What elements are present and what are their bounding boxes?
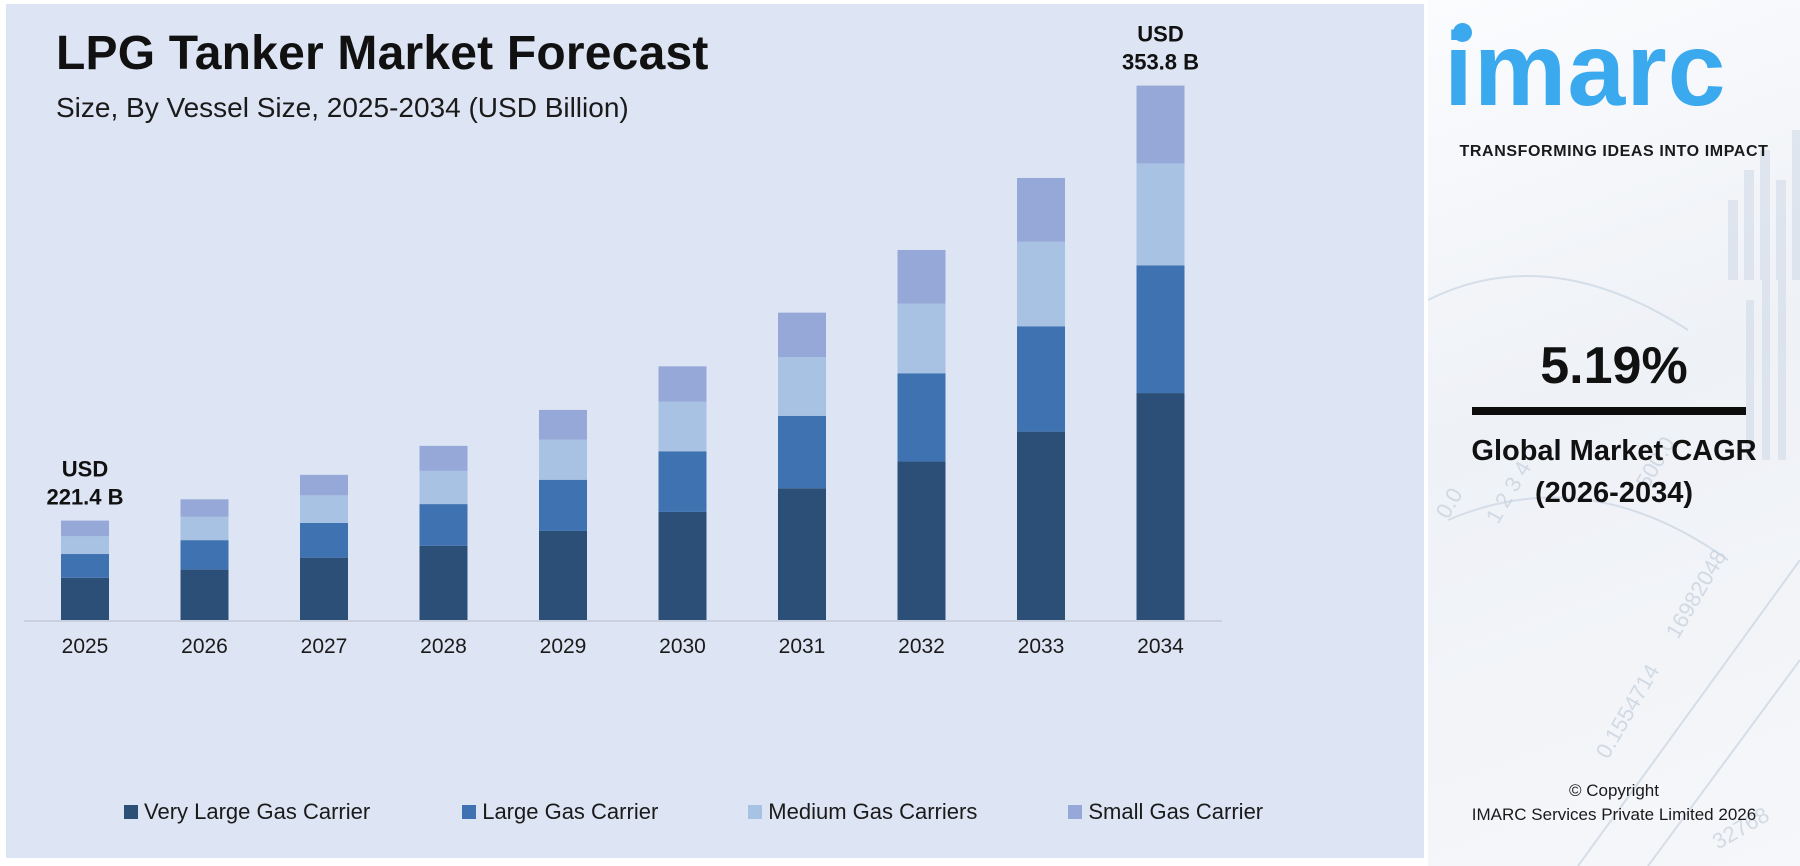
cagr-value: 5.19%: [1540, 337, 1688, 395]
bar-segment: [419, 504, 468, 546]
bar-segment: [180, 569, 229, 620]
bar-segment: [539, 439, 587, 480]
side-panel: 500.0 0.0 1 2 3 4 16982048 0.1554714 327…: [1428, 0, 1800, 866]
legend-label: Small Gas Carrier: [1088, 799, 1264, 824]
cagr-label: Global Market CAGR (2026-2034): [1428, 430, 1800, 514]
bar-segment: [61, 577, 109, 620]
x-tick-label: 2030: [659, 635, 706, 658]
x-tick-label: 2031: [779, 635, 826, 658]
bar-segment: [1017, 241, 1065, 327]
svg-text:0.1554714: 0.1554714: [1591, 660, 1665, 763]
legend-swatch: [748, 805, 763, 819]
bar-segment: [180, 516, 229, 541]
data-label: USD: [1137, 22, 1183, 47]
legend-label: Medium Gas Carriers: [768, 799, 978, 824]
stacked-bar-chart: 2025 2026 2027 2028 2029 2030 2031 2032 2033 2034…: [24, 22, 1222, 658]
bar-segment: [180, 540, 229, 570]
chart-legend: Very Large Gas Carrier Large Gas Carrier M…: [124, 797, 1263, 827]
bar-segment: [1136, 265, 1185, 394]
legend-item: Very Large Gas Carrier: [124, 799, 370, 825]
bar-segment: [897, 461, 946, 620]
bar-segment: [61, 520, 109, 537]
bar-segment: [1017, 177, 1065, 242]
x-tick-label: 2025: [62, 635, 109, 658]
bar-segment: [658, 401, 707, 452]
legend-item: Small Gas Carrier: [1068, 799, 1263, 825]
legend-item: Large Gas Carrier: [462, 799, 658, 825]
bar-segment: [300, 495, 348, 523]
cagr-label-line1: Global Market CAGR: [1471, 435, 1757, 467]
bar-segment: [1017, 326, 1065, 432]
bar-segment: [897, 303, 946, 374]
bar-segment: [300, 557, 348, 620]
cagr-divider: [1472, 407, 1746, 415]
legend-label: Very Large Gas Carrier: [144, 799, 371, 824]
chart-subtitle: Size, By Vessel Size, 2025-2034 (USD Bil…: [56, 92, 629, 123]
imarc-logo: imarc: [1444, 12, 1727, 128]
bar-segment: [658, 511, 707, 620]
bar-segment: [300, 474, 348, 496]
legend-swatch: [124, 805, 138, 819]
x-tick-label: 2027: [301, 635, 348, 658]
bar-segment: [778, 488, 826, 620]
bar-segment: [897, 249, 946, 304]
x-tick-label: 2034: [1137, 635, 1184, 658]
legend-item: Medium Gas Carriers: [748, 799, 977, 825]
chart-panel: LPG Tanker Market Forecast Size, By Vess…: [6, 4, 1424, 858]
bar-segment: [419, 445, 468, 471]
bar-segment: [658, 451, 707, 512]
bar-segment: [61, 536, 109, 555]
x-tick-label: 2029: [540, 635, 587, 658]
copyright-line1: © Copyright: [1568, 781, 1659, 800]
svg-text:16982048: 16982048: [1661, 545, 1732, 642]
bar-segment: [1017, 431, 1065, 620]
bar-segment: [778, 415, 826, 489]
data-label: USD: [62, 457, 108, 482]
x-tick-label: 2028: [420, 635, 467, 658]
x-tick-label: 2026: [181, 635, 228, 658]
bar-segment: [539, 479, 587, 531]
bar-segment: [419, 470, 468, 505]
logo-tagline: TRANSFORMING IDEAS INTO IMPACT: [1459, 143, 1769, 160]
bar-segment: [539, 409, 587, 440]
x-tick-label: 2032: [898, 635, 945, 658]
legend-swatch: [1068, 805, 1083, 819]
bar-segment: [61, 554, 109, 578]
copyright-line2: IMARC Services Private Limited 2026: [1471, 804, 1757, 824]
logo-dot-icon: [1453, 23, 1472, 42]
bar-segment: [180, 499, 229, 517]
background-chart-decoration: 500.0 0.0 1 2 3 4 16982048 0.1554714 327…: [1428, 130, 1800, 866]
legend-swatch: [462, 805, 477, 819]
bar-segment: [419, 545, 468, 620]
bar-segment: [897, 373, 946, 462]
data-label: 353.8 B: [1122, 50, 1199, 75]
x-tick-label: 2033: [1018, 635, 1065, 658]
bar-segment: [778, 357, 826, 416]
bar-segment: [1136, 85, 1185, 164]
data-label: 221.4 B: [46, 485, 123, 510]
cagr-label-line2: (2026-2034): [1535, 477, 1693, 510]
copyright: © Copyright IMARC Services Private Limit…: [1428, 779, 1800, 827]
chart-title: LPG Tanker Market Forecast: [56, 27, 709, 80]
bar-segment: [658, 366, 707, 402]
bar-segment: [1136, 393, 1185, 620]
bar-segment: [778, 312, 826, 358]
legend-label: Large Gas Carrier: [482, 799, 659, 824]
bar-segment: [539, 530, 587, 620]
bar-segment: [300, 522, 348, 558]
bar-segment: [1136, 163, 1185, 266]
